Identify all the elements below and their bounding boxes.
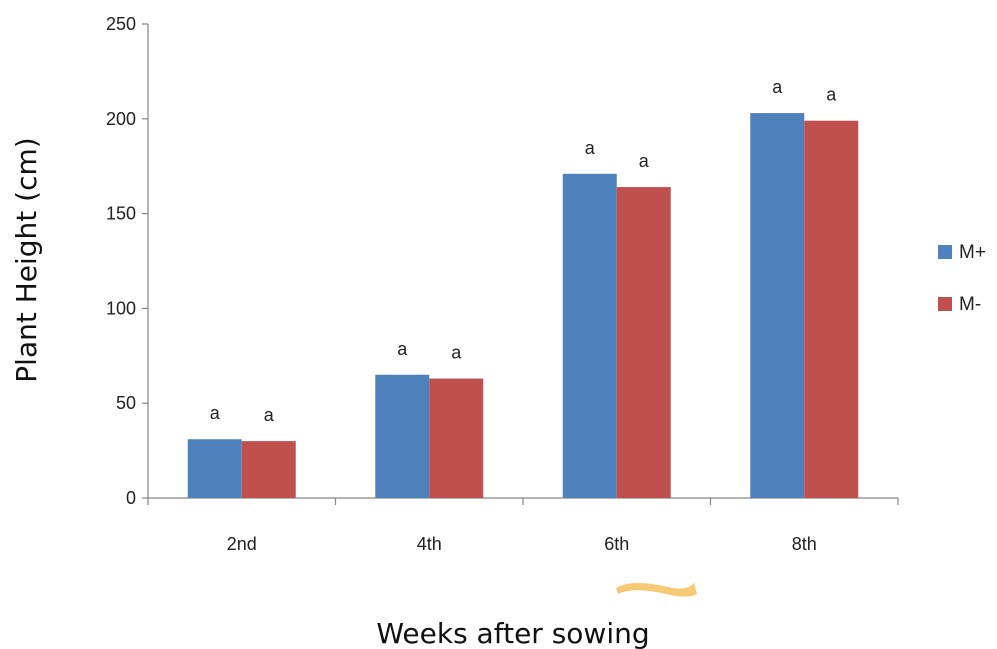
bar-2nd-M- <box>241 441 296 498</box>
bar-6th-M+ <box>562 173 617 498</box>
significance-label: a <box>772 77 783 97</box>
significance-labels: a a a a a a a a <box>210 77 838 425</box>
bar-2nd-M+ <box>187 439 242 498</box>
y-axis-title: Plant Height (cm) <box>10 137 43 382</box>
x-axis: 2nd 4th 6th 8th <box>147 497 899 554</box>
y-tick-label: 0 <box>126 488 136 508</box>
significance-label: a <box>210 403 221 423</box>
y-tick-label: 100 <box>106 298 136 318</box>
significance-label: a <box>826 85 837 105</box>
significance-label: a <box>585 138 596 158</box>
bar-4th-M- <box>429 378 484 498</box>
significance-label: a <box>639 151 650 171</box>
y-tick-label: 50 <box>116 393 136 413</box>
bars <box>187 113 859 499</box>
legend-swatch-M- <box>938 297 952 311</box>
y-tick-label: 250 <box>106 14 136 34</box>
legend-swatch-M+ <box>938 245 952 259</box>
significance-label: a <box>451 343 462 363</box>
legend-label-M-: M- <box>959 294 981 315</box>
decorative-arrow-icon <box>616 582 697 597</box>
bar-6th-M- <box>616 187 671 498</box>
significance-label: a <box>397 339 408 359</box>
x-tick-label: 2nd <box>227 534 257 554</box>
y-tick-label: 200 <box>106 109 136 129</box>
x-tick-label: 6th <box>604 534 629 554</box>
x-tick-label: 8th <box>792 534 817 554</box>
bar-4th-M+ <box>375 374 430 498</box>
significance-label: a <box>264 405 275 425</box>
y-axis: 0 50 100 150 200 250 <box>106 14 149 508</box>
y-tick-label: 150 <box>106 204 136 224</box>
bar-8th-M+ <box>750 113 805 498</box>
legend: M+ M- <box>938 242 986 315</box>
bar-8th-M- <box>804 120 859 499</box>
x-axis-title: Weeks after sowing <box>376 617 649 649</box>
x-tick-label: 4th <box>417 534 442 554</box>
legend-label-M+: M+ <box>959 242 986 263</box>
